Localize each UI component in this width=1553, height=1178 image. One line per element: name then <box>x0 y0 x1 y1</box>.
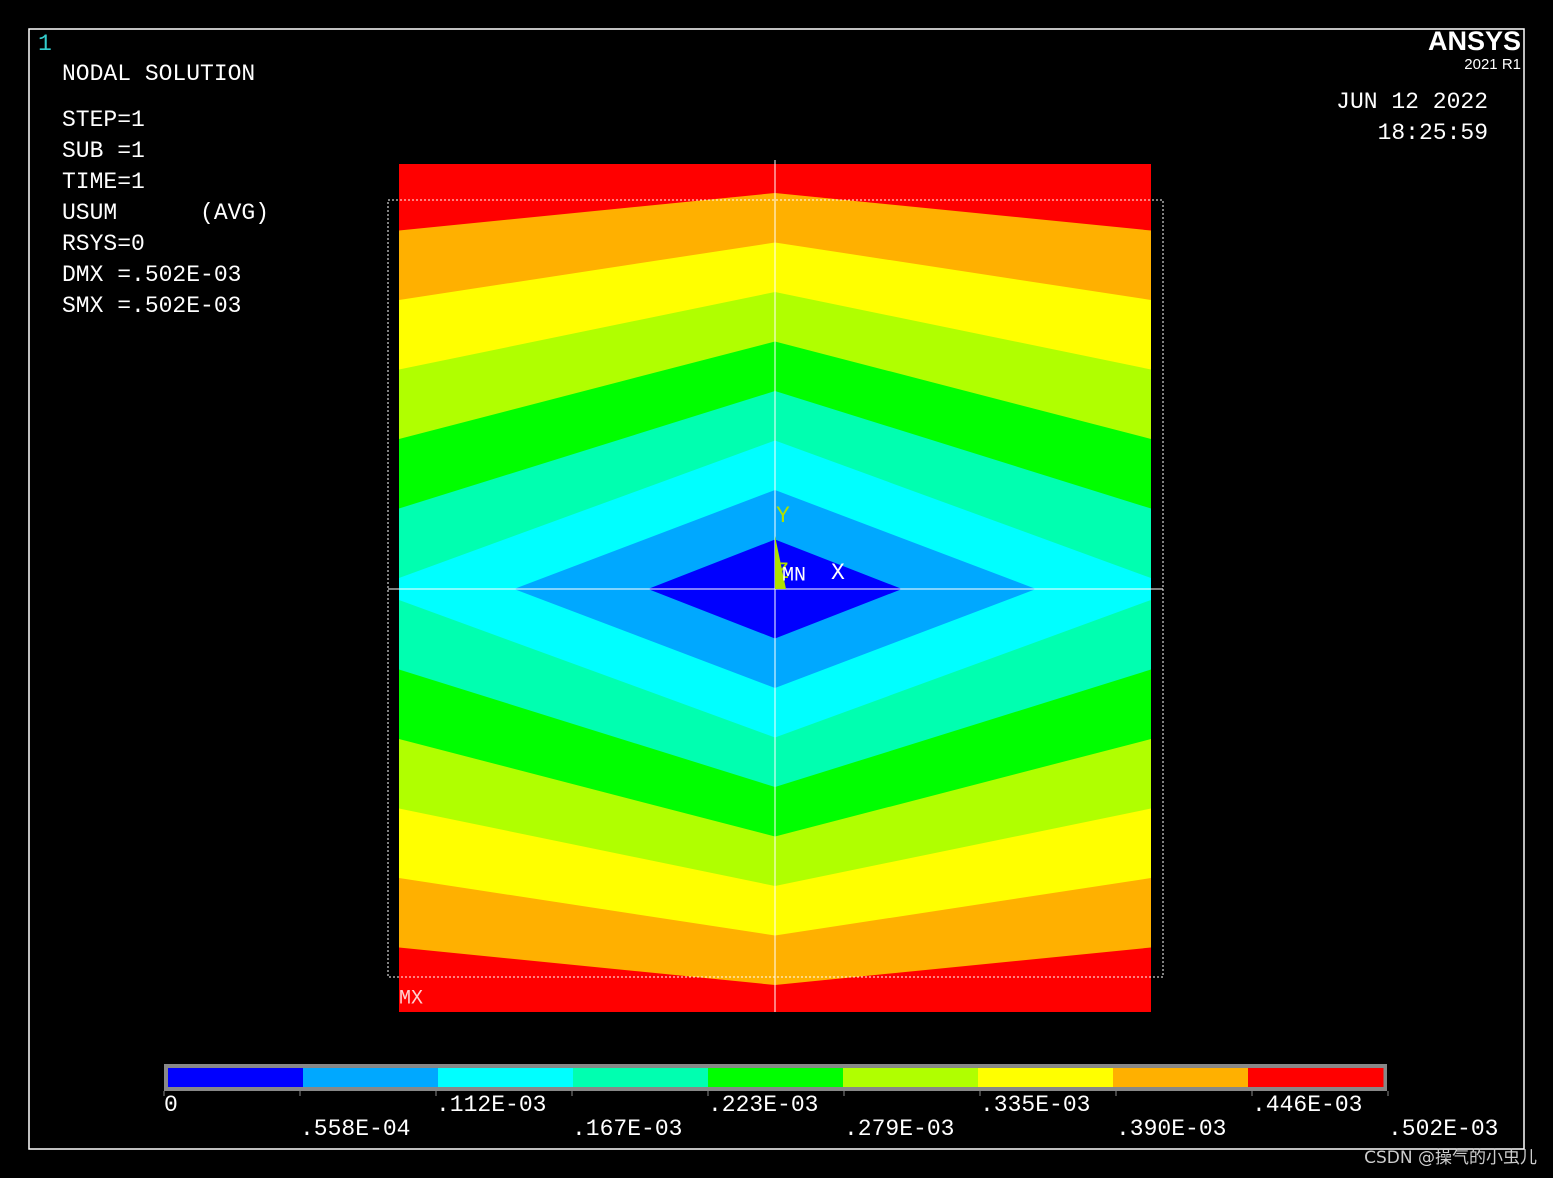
legend-swatch <box>573 1068 709 1087</box>
time: 18:25:59 <box>1378 120 1488 146</box>
legend-label: .112E-03 <box>436 1092 546 1118</box>
legend: 0 .558E-04 .112E-03 .167E-03 .223E-03 .279E-0… <box>163 1068 1498 1142</box>
axis-label: Z <box>775 559 789 585</box>
max-label: MX <box>399 987 423 1010</box>
info-line: DMX =.502E-03 <box>62 262 241 288</box>
legend-label: 0 <box>164 1092 178 1118</box>
date: JUN 12 2022 <box>1336 89 1488 115</box>
legend-swatch <box>1248 1068 1384 1087</box>
legend-swatch <box>168 1068 304 1087</box>
legend-label: .223E-03 <box>708 1092 818 1118</box>
info-line: USUM (AVG) <box>62 200 269 226</box>
legend-swatch <box>303 1068 439 1087</box>
logo: ANSYS <box>1428 26 1521 56</box>
watermark: CSDN @操气的小虫儿 <box>1364 1148 1537 1168</box>
legend-label: .446E-03 <box>1252 1092 1362 1118</box>
legend-swatch <box>843 1068 979 1087</box>
legend-swatch <box>708 1068 844 1087</box>
legend-label: .502E-03 <box>1388 1116 1498 1142</box>
info-line: STEP=1 <box>62 107 145 133</box>
legend-swatch <box>1113 1068 1249 1087</box>
legend-label: .558E-04 <box>300 1116 410 1142</box>
info-line: TIME=1 <box>62 169 145 195</box>
min-label: MN <box>782 564 806 587</box>
legend-swatch <box>438 1068 574 1087</box>
triad <box>775 536 786 589</box>
legend-label: .390E-03 <box>1116 1116 1226 1142</box>
info-line: SMX =.502E-03 <box>62 293 241 319</box>
logo-version: 2021 R1 <box>1464 56 1521 73</box>
plot-title: NODAL SOLUTION <box>62 61 255 87</box>
axis-label: Y <box>776 503 790 529</box>
legend-swatch <box>978 1068 1114 1087</box>
info-line: RSYS=0 <box>62 231 145 257</box>
axis-label: X <box>831 560 845 586</box>
legend-label: .279E-03 <box>844 1116 954 1142</box>
legend-label: .167E-03 <box>572 1116 682 1142</box>
info-line: SUB =1 <box>62 138 145 164</box>
window-frame <box>28 28 1525 1150</box>
window-number: 1 <box>38 31 52 57</box>
legend-label: .335E-03 <box>980 1092 1090 1118</box>
